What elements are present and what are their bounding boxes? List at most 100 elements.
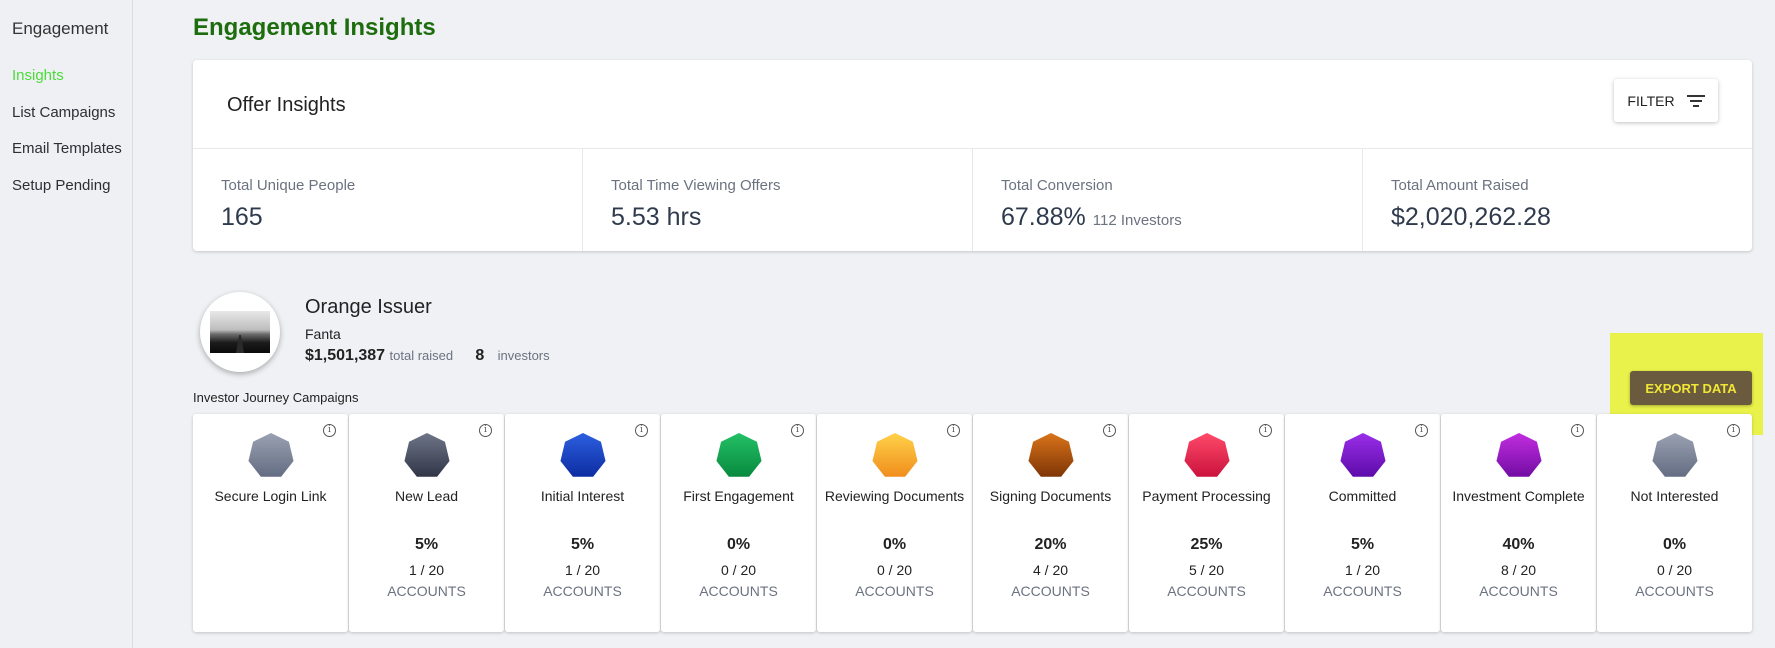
campaign-name: Secure Login Link	[214, 488, 327, 504]
info-icon[interactable]: i	[1103, 424, 1116, 437]
campaign-accounts-label: ACCOUNTS	[855, 583, 934, 599]
heptagon-icon	[248, 433, 294, 477]
campaign-accounts-label: ACCOUNTS	[1167, 583, 1246, 599]
campaign-accounts-label: ACCOUNTS	[1635, 583, 1714, 599]
campaign-accounts-label: ACCOUNTS	[1479, 583, 1558, 599]
issuer-name: Orange Issuer	[305, 296, 432, 318]
sidebar-item-setup-pending[interactable]: Setup Pending	[12, 177, 111, 194]
heptagon-icon	[1028, 433, 1074, 477]
stat-sub: 112 Investors	[1092, 212, 1182, 229]
campaign-card[interactable]: i Initial Interest 5% 1 / 20 ACCOUNTS	[505, 414, 660, 632]
sidebar: Engagement Insights List Campaigns Email…	[0, 0, 133, 648]
campaign-card[interactable]: i Not Interested 0% 0 / 20 ACCOUNTS	[1597, 414, 1752, 632]
info-icon[interactable]: i	[635, 424, 648, 437]
campaign-percent: 0%	[726, 536, 751, 553]
issuer-amount-label: total raised	[389, 348, 454, 363]
issuer-fund: Fanta	[305, 326, 341, 342]
heptagon-icon	[1184, 433, 1230, 477]
campaign-count: 4 / 20	[1032, 562, 1069, 578]
page-title: Engagement Insights	[193, 14, 436, 41]
campaign-count: 1 / 20	[564, 562, 601, 578]
campaign-count: 1 / 20	[408, 562, 445, 578]
export-data-button[interactable]: EXPORT DATA	[1630, 371, 1752, 405]
info-icon[interactable]: i	[1415, 424, 1428, 437]
stat-value: $2,020,262.28	[1391, 203, 1551, 231]
campaign-accounts-label: ACCOUNTS	[699, 583, 778, 599]
stats-row: Total Unique People 165 Total Time Viewi…	[193, 148, 1752, 251]
campaign-percent: 40%	[1502, 536, 1535, 553]
info-icon[interactable]: i	[791, 424, 804, 437]
heptagon-icon	[560, 433, 606, 477]
campaign-name: Payment Processing	[1142, 488, 1271, 504]
offer-insights-card: Offer Insights FILTER Total Unique Peopl…	[193, 60, 1752, 251]
issuer-image	[210, 311, 270, 353]
campaign-count: 0 / 20	[720, 562, 757, 578]
stat-label: Total Time Viewing Offers	[611, 177, 781, 194]
filter-icon	[1686, 94, 1705, 107]
campaign-card[interactable]: i Reviewing Documents 0% 0 / 20 ACCOUNTS	[817, 414, 972, 632]
issuer-amount: $1,501,387	[305, 347, 386, 364]
campaign-percent: 25%	[1190, 536, 1223, 553]
sidebar-title: Engagement	[12, 19, 109, 38]
stat-total-conversion: Total Conversion 67.88% 112 Investors	[973, 149, 1363, 251]
heptagon-icon	[1340, 433, 1386, 477]
campaign-accounts-label: ACCOUNTS	[1011, 583, 1090, 599]
stat-label: Total Unique People	[221, 177, 356, 194]
heptagon-icon	[1496, 433, 1542, 477]
campaign-count: 1 / 20	[1344, 562, 1381, 578]
journey-label: Investor Journey Campaigns	[193, 390, 359, 405]
stat-unique-people: Total Unique People 165	[193, 149, 583, 251]
heptagon-icon	[1652, 433, 1698, 477]
campaign-percent: 5%	[570, 536, 595, 553]
issuer-stats: $1,501,387 total raised 8 investors	[305, 347, 550, 365]
campaign-accounts-label: ACCOUNTS	[387, 583, 466, 599]
offer-insights-title: Offer Insights	[227, 94, 346, 116]
info-icon[interactable]: i	[1727, 424, 1740, 437]
campaign-name: First Engagement	[683, 488, 794, 504]
campaign-percent: 5%	[1350, 536, 1375, 553]
stat-value: 5.53 hrs	[611, 203, 702, 231]
stat-value: 67.88%	[1001, 203, 1086, 231]
stat-time-viewing: Total Time Viewing Offers 5.53 hrs	[583, 149, 973, 251]
campaign-card[interactable]: i First Engagement 0% 0 / 20 ACCOUNTS	[661, 414, 816, 632]
heptagon-icon	[716, 433, 762, 477]
stat-label: Total Conversion	[1001, 177, 1113, 194]
filter-label: FILTER	[1627, 92, 1675, 109]
filter-button[interactable]: FILTER	[1614, 79, 1718, 122]
stat-label: Total Amount Raised	[1391, 177, 1529, 194]
campaign-card[interactable]: i Payment Processing 25% 5 / 20 ACCOUNTS	[1129, 414, 1284, 632]
campaign-accounts-label: ACCOUNTS	[543, 583, 622, 599]
sidebar-item-email-templates[interactable]: Email Templates	[12, 140, 122, 157]
campaign-list: i Secure Login Link i New Lead 5% 1 / 20…	[193, 414, 1753, 632]
campaign-percent: 5%	[414, 536, 439, 553]
stat-amount-raised: Total Amount Raised $2,020,262.28	[1363, 149, 1752, 251]
campaign-count: 0 / 20	[1656, 562, 1693, 578]
campaign-name: Investment Complete	[1452, 488, 1585, 504]
heptagon-icon	[872, 433, 918, 477]
info-icon[interactable]: i	[947, 424, 960, 437]
campaign-name: Initial Interest	[540, 488, 625, 504]
stat-value-wrap: 67.88% 112 Investors	[1001, 203, 1182, 232]
campaign-card[interactable]: i Signing Documents 20% 4 / 20 ACCOUNTS	[973, 414, 1128, 632]
campaign-name: Not Interested	[1630, 488, 1719, 504]
campaign-percent: 20%	[1034, 536, 1067, 553]
campaign-name: Committed	[1328, 488, 1397, 504]
campaign-count: 8 / 20	[1500, 562, 1537, 578]
campaign-count: 0 / 20	[876, 562, 913, 578]
info-icon[interactable]: i	[323, 424, 336, 437]
campaign-percent: 0%	[1662, 536, 1687, 553]
heptagon-icon	[404, 433, 450, 477]
info-icon[interactable]: i	[479, 424, 492, 437]
campaign-name: Reviewing Documents	[824, 488, 965, 504]
info-icon[interactable]: i	[1571, 424, 1584, 437]
campaign-card[interactable]: i Committed 5% 1 / 20 ACCOUNTS	[1285, 414, 1440, 632]
campaign-card[interactable]: i Secure Login Link	[193, 414, 348, 632]
sidebar-item-list-campaigns[interactable]: List Campaigns	[12, 104, 116, 121]
sidebar-item-insights[interactable]: Insights	[12, 67, 64, 84]
info-icon[interactable]: i	[1259, 424, 1272, 437]
campaign-card[interactable]: i Investment Complete 40% 8 / 20 ACCOUNT…	[1441, 414, 1596, 632]
issuer-investors: 8	[475, 347, 485, 364]
stat-value: 165	[221, 203, 263, 231]
campaign-card[interactable]: i New Lead 5% 1 / 20 ACCOUNTS	[349, 414, 504, 632]
campaign-accounts-label: ACCOUNTS	[1323, 583, 1402, 599]
